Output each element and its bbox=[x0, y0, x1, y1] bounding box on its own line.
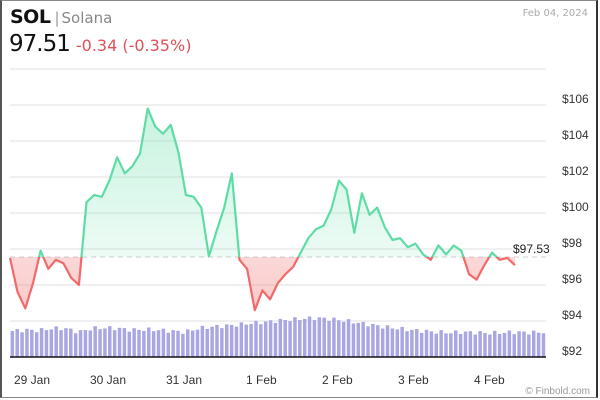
y-tick: $106 bbox=[562, 92, 589, 106]
current-price: 97.51 bbox=[9, 31, 71, 57]
y-tick: $102 bbox=[562, 164, 589, 178]
price-area bbox=[10, 108, 515, 311]
x-tick: 3 Feb bbox=[398, 373, 429, 387]
y-tick: $96 bbox=[562, 272, 583, 286]
x-tick: 29 Jan bbox=[14, 373, 51, 387]
x-tick: 1 Feb bbox=[246, 373, 277, 387]
asset-name: Solana bbox=[61, 9, 113, 27]
chart-header: SOL | Solana bbox=[10, 6, 112, 28]
source-credit: © Finbold.com bbox=[525, 386, 590, 397]
y-tick: $104 bbox=[562, 128, 589, 142]
y-tick: $94 bbox=[562, 308, 583, 322]
chart-date: Feb 04, 2024 bbox=[522, 8, 588, 19]
volume-bars bbox=[10, 316, 546, 357]
title-separator: | bbox=[54, 9, 60, 27]
x-tick: 30 Jan bbox=[90, 373, 127, 387]
y-tick: $92 bbox=[562, 344, 583, 358]
price-line bbox=[8, 107, 516, 312]
x-tick: 2 Feb bbox=[322, 373, 353, 387]
ticker-symbol: SOL bbox=[10, 6, 51, 28]
price-change: -0.34 (-0.35%) bbox=[75, 36, 192, 55]
y-tick: $100 bbox=[562, 200, 589, 214]
y-tick: $98 bbox=[562, 236, 583, 250]
price-row: 97.51 -0.34 (-0.35%) bbox=[9, 31, 191, 57]
last-price-label: $97.53 bbox=[513, 242, 550, 256]
x-tick: 31 Jan bbox=[166, 373, 203, 387]
x-tick: 4 Feb bbox=[474, 373, 505, 387]
